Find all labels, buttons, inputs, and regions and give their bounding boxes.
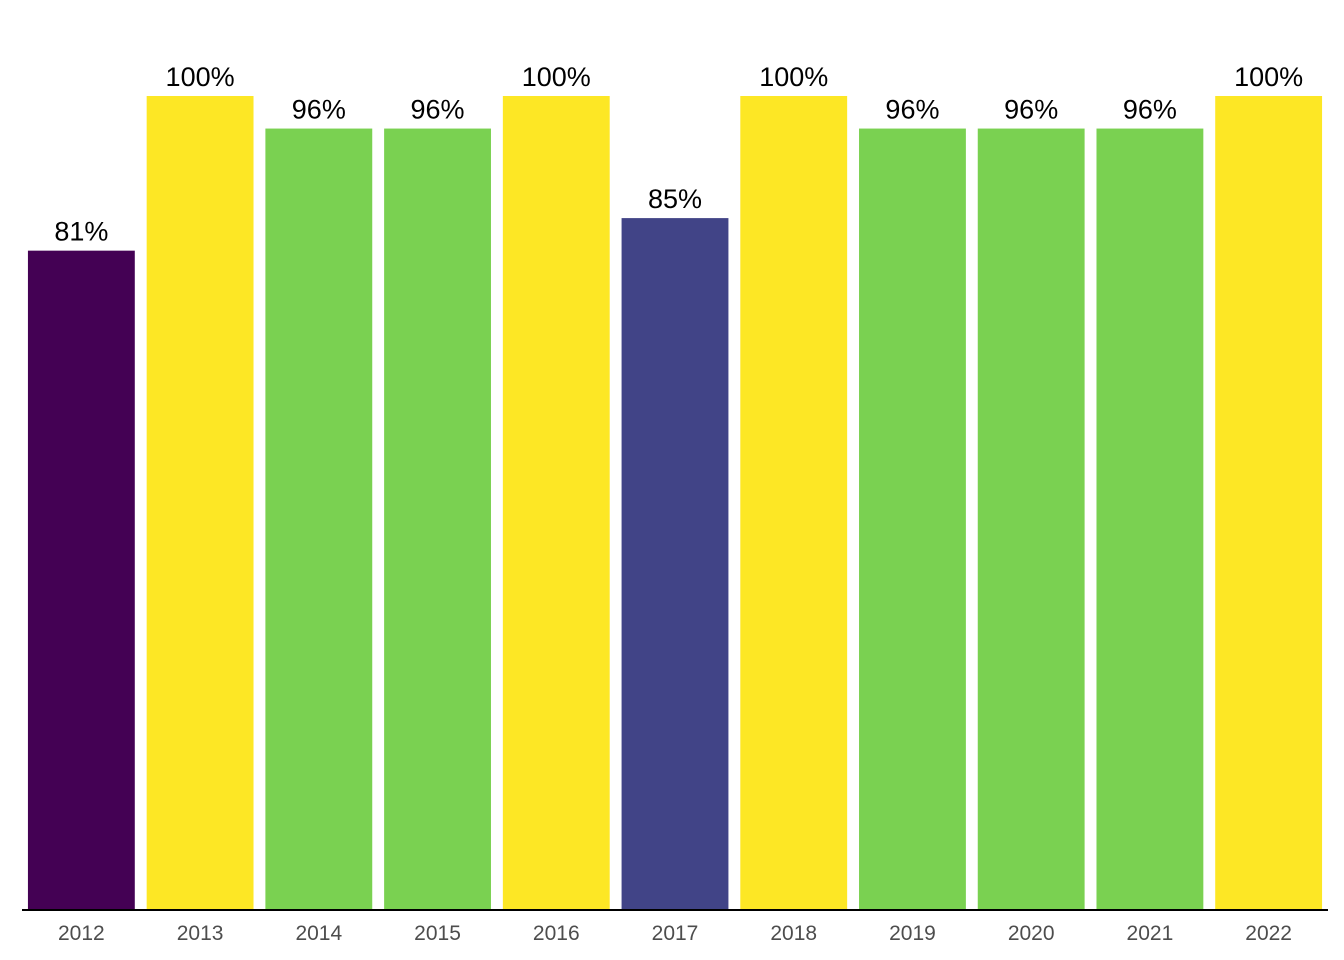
bar-2017: [621, 218, 729, 911]
bar-2021: [1096, 128, 1204, 910]
x-tick-label-2018: 2018: [770, 922, 817, 945]
bar-2012: [27, 250, 135, 910]
bar-2020: [977, 128, 1085, 910]
bar-2013: [146, 96, 254, 910]
data-label-2019: 96%: [885, 95, 939, 125]
x-tick-label-2020: 2020: [1008, 922, 1055, 945]
x-tick-label-2019: 2019: [889, 922, 936, 945]
bar-2015: [384, 128, 491, 910]
data-labels-layer: 81% 100% 96% 96% 100% 85% 100% 96% 96% 96% 100%: [54, 62, 1303, 247]
bar-2014: [265, 128, 373, 910]
data-label-2012: 81%: [54, 217, 108, 247]
data-label-2022: 100%: [1234, 62, 1303, 92]
data-label-2016: 100%: [522, 62, 591, 92]
data-label-2020: 96%: [1004, 95, 1058, 125]
x-tick-label-2017: 2017: [652, 922, 699, 945]
bars-layer: [27, 96, 1323, 911]
x-tick-label-2012: 2012: [58, 922, 105, 945]
data-label-2018: 100%: [759, 62, 828, 92]
bar-2022: [1215, 96, 1323, 910]
data-label-2021: 96%: [1123, 95, 1177, 125]
data-label-2015: 96%: [411, 95, 465, 125]
bar-2016: [502, 96, 610, 910]
bar-2019: [859, 128, 966, 910]
data-label-2014: 96%: [292, 95, 346, 125]
bar-2018: [740, 96, 848, 910]
x-tick-label-2016: 2016: [533, 922, 580, 945]
data-label-2017: 85%: [648, 184, 702, 214]
x-tick-label-2015: 2015: [414, 922, 461, 945]
x-tick-label-2014: 2014: [295, 922, 342, 945]
x-tick-label-2021: 2021: [1127, 922, 1174, 945]
x-tick-label-2022: 2022: [1245, 922, 1292, 945]
data-label-2013: 100%: [166, 62, 235, 92]
x-axis-ticks: 2012 2013 2014 2015 2016 2017 2018 2019 2020 2021…: [58, 922, 1292, 945]
x-tick-label-2013: 2013: [177, 922, 224, 945]
